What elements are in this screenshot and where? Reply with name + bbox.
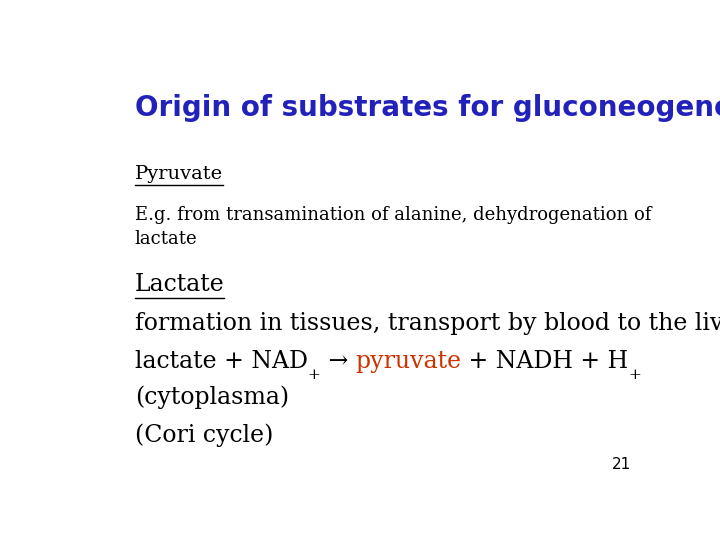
- Text: →: →: [320, 349, 355, 373]
- Text: (Cori cycle): (Cori cycle): [135, 423, 273, 447]
- Text: + NADH + H: + NADH + H: [462, 349, 629, 373]
- Text: Lactate: Lactate: [135, 273, 225, 296]
- Text: lactate + NAD: lactate + NAD: [135, 349, 307, 373]
- Text: (cytoplasma): (cytoplasma): [135, 386, 289, 409]
- Text: Pyruvate: Pyruvate: [135, 165, 222, 183]
- Text: 21: 21: [612, 457, 631, 472]
- Text: formation in tissues, transport by blood to the liver: formation in tissues, transport by blood…: [135, 312, 720, 335]
- Text: E.g. from transamination of alanine, dehydrogenation of
lactate: E.g. from transamination of alanine, deh…: [135, 206, 651, 248]
- Text: pyruvate: pyruvate: [355, 349, 462, 373]
- Text: +: +: [307, 368, 320, 382]
- Text: +: +: [629, 368, 642, 382]
- Text: Origin of substrates for gluconeogenesis: Origin of substrates for gluconeogenesis: [135, 94, 720, 122]
